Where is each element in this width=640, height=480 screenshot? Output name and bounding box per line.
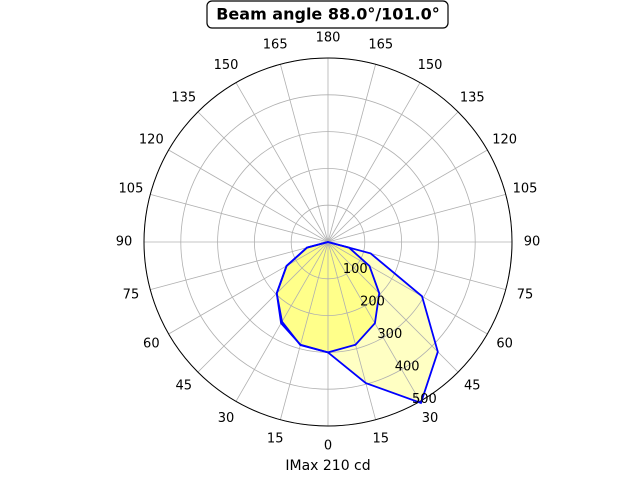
theta-tick-label: 135: [171, 90, 196, 105]
theta-tick-label: 120: [492, 133, 517, 148]
theta-tick-label: 15: [267, 432, 284, 447]
r-tick-label: 100: [343, 262, 368, 277]
grid-line: [197, 241, 329, 373]
grid-line: [327, 82, 421, 243]
theta-tick-label: 60: [496, 337, 513, 352]
theta-tick-label: 45: [175, 379, 192, 394]
grid-line: [327, 64, 377, 243]
theta-tick-label: 60: [143, 337, 160, 352]
series-line: [275, 241, 381, 354]
theta-tick-label: 90: [524, 235, 541, 250]
grid-line: [327, 241, 459, 373]
grid-line: [327, 241, 377, 420]
theta-tick-label: 15: [373, 432, 390, 447]
grid-line: [327, 241, 488, 335]
grid-line: [150, 193, 329, 243]
theta-tick-label: 180: [316, 31, 341, 46]
r-tick-label: 500: [412, 392, 437, 407]
r-tick-label: 300: [377, 327, 402, 342]
theta-tick-label: 105: [513, 182, 538, 197]
theta-tick-label: 75: [517, 287, 534, 302]
theta-tick-label: 150: [418, 58, 443, 73]
grid-line: [279, 241, 329, 420]
theta-tick-label: 30: [218, 411, 235, 426]
theta-tick-label: 105: [119, 182, 144, 197]
grid-line: [327, 241, 421, 402]
theta-tick-label: 30: [422, 411, 439, 426]
r-tick-label: 200: [360, 294, 385, 309]
title-box: [206, 0, 449, 29]
theta-tick-label: 165: [263, 37, 288, 52]
grid-line: [168, 241, 329, 335]
chart-title: Beam angle 88.0°/101.0°: [216, 5, 440, 24]
grid-line: [327, 149, 488, 243]
r-tick-label: 400: [395, 359, 420, 374]
theta-tick-label: 150: [214, 58, 239, 73]
theta-tick-label: 135: [460, 90, 485, 105]
grid-line: [327, 111, 459, 243]
outer-circle: [143, 57, 513, 427]
theta-tick-label: 75: [123, 287, 140, 302]
grid-line: [197, 111, 329, 243]
theta-tick-label: 120: [139, 133, 164, 148]
theta-tick-label: 165: [368, 37, 393, 52]
grid-line: [235, 82, 329, 243]
grid-line: [279, 64, 329, 243]
theta-tick-label: 0: [324, 439, 332, 454]
theta-tick-label: 45: [464, 379, 481, 394]
grid-line: [327, 193, 506, 243]
grid-line: [168, 149, 329, 243]
grid-line: [150, 241, 329, 291]
theta-tick-label: 90: [116, 235, 133, 250]
x-axis-label: IMax 210 cd: [285, 458, 370, 474]
